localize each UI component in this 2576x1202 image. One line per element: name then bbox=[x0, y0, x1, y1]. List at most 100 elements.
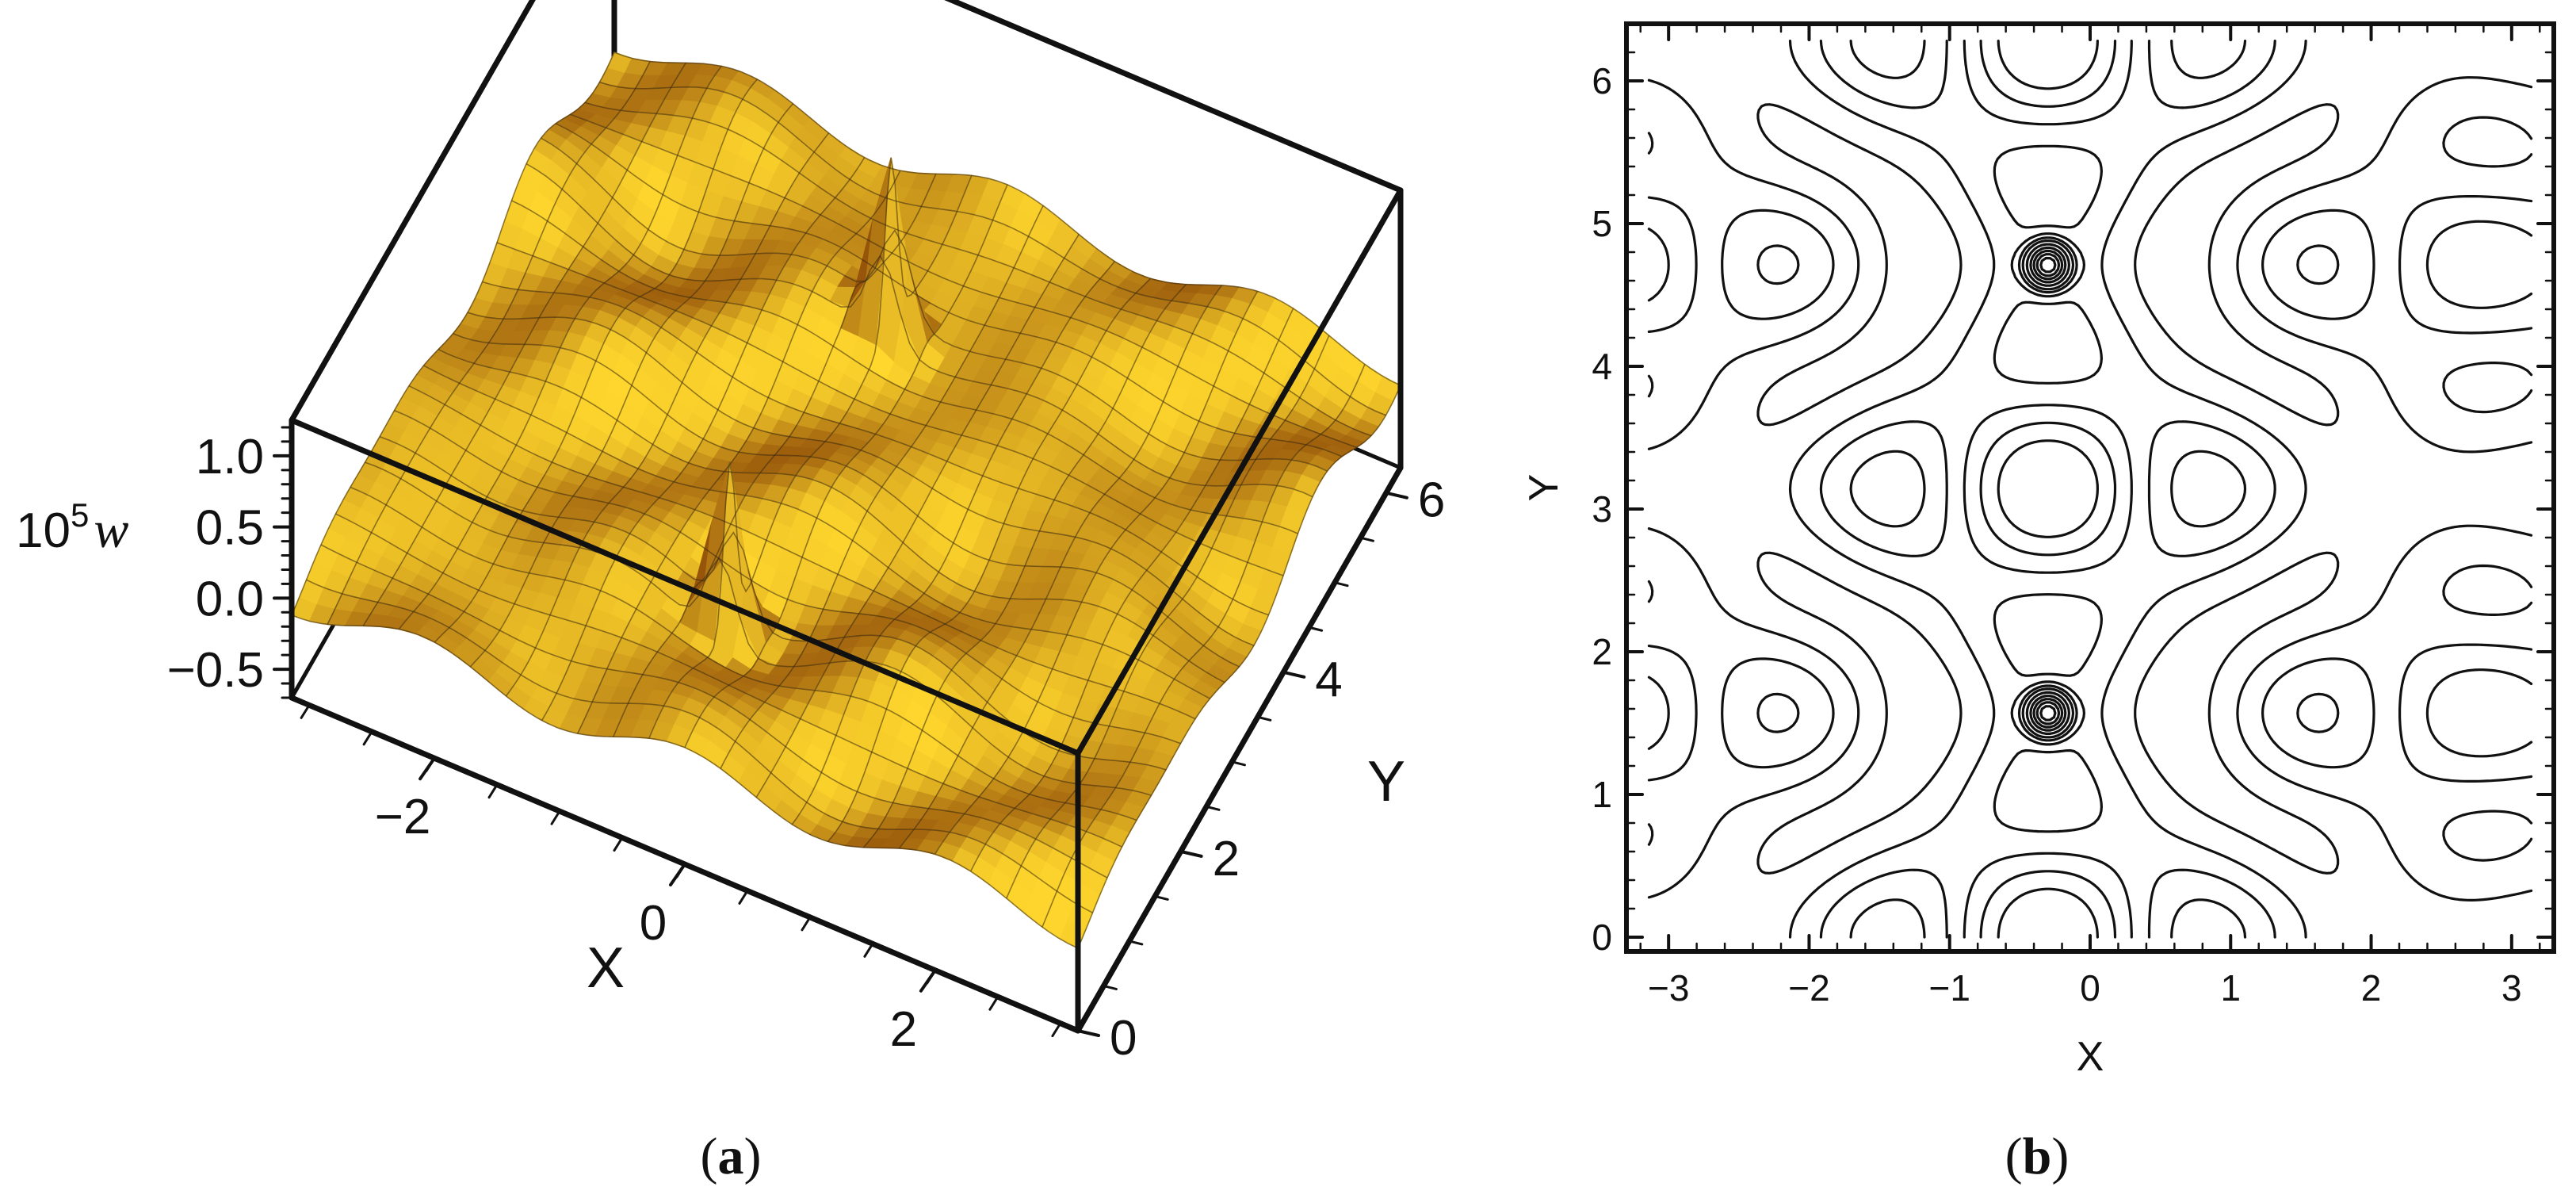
mesh-line-y bbox=[526, 163, 1313, 498]
contour-x-axis-label: X bbox=[2077, 1034, 2104, 1080]
mesh-line-x bbox=[755, 234, 1080, 798]
mesh-line-x bbox=[934, 290, 1259, 855]
contour-level bbox=[1756, 40, 2340, 939]
y-minor-tick bbox=[1102, 984, 1118, 990]
z-tick-label: 0.5 bbox=[196, 501, 264, 556]
contour-level bbox=[1647, 40, 2533, 939]
x-minor-tick bbox=[988, 995, 999, 1011]
x-minor-tick bbox=[738, 889, 749, 905]
mesh-line-y bbox=[570, 113, 1357, 449]
y-major-tick bbox=[1384, 491, 1408, 500]
mesh-line-y bbox=[584, 101, 1372, 437]
contour-x-tick-label: −1 bbox=[1929, 967, 1970, 1009]
box-edge-top-back bbox=[944, 0, 1404, 193]
y-tick-label: 2 bbox=[1213, 832, 1240, 886]
x-minor-tick bbox=[613, 836, 624, 852]
contour-y-tick-label: 5 bbox=[1592, 203, 1612, 244]
z-label-power: 5 bbox=[71, 496, 89, 534]
contour-level bbox=[2032, 249, 2064, 729]
y-minor-tick bbox=[1205, 805, 1221, 811]
contour-level bbox=[1997, 40, 2099, 939]
surface-axis-ticks: −2 0 2 0 2 4 6 1.0 0.5 0.0 −0.5 bbox=[167, 426, 1445, 1066]
contour-level bbox=[2035, 253, 2061, 725]
x-major-tick bbox=[419, 756, 437, 781]
z-tick-label: 0.0 bbox=[196, 572, 264, 626]
surface-x-axis-label: X bbox=[587, 936, 625, 1000]
mesh-line-y bbox=[496, 242, 1284, 576]
contour-y-tick-label: 1 bbox=[1592, 774, 1612, 815]
box-edge-bottom-right bbox=[1075, 465, 1404, 1034]
contour-y-tick-label: 4 bbox=[1592, 346, 1612, 387]
contour-level bbox=[2025, 243, 2070, 735]
contour-y-tick-label: 3 bbox=[1592, 488, 1612, 530]
x-minor-tick bbox=[300, 703, 311, 719]
y-minor-tick bbox=[1128, 940, 1144, 946]
box-edge-top-right bbox=[1075, 187, 1404, 756]
caption-b: (b) bbox=[2005, 1127, 2070, 1185]
z-label-var: w bbox=[94, 501, 128, 559]
x-major-tick bbox=[669, 863, 686, 886]
x-minor-tick bbox=[863, 942, 874, 958]
mesh-line-x bbox=[1077, 385, 1401, 949]
caption-a-letter: a bbox=[718, 1127, 744, 1185]
x-major-tick bbox=[919, 968, 937, 993]
mesh-line-y bbox=[613, 52, 1401, 386]
x-minor-tick bbox=[487, 783, 499, 799]
mesh-line-y bbox=[453, 333, 1240, 668]
mesh-line-x bbox=[827, 278, 1151, 842]
y-minor-tick bbox=[1153, 894, 1169, 901]
box-edge-top-front bbox=[289, 417, 1081, 756]
z-tick-label: 1.0 bbox=[196, 430, 264, 484]
contour-plot-panel: −3 −2 −1 0 1 2 3 0 1 2 3 4 5 6 X Y (b) bbox=[1521, 21, 2556, 1185]
mesh-line-x bbox=[791, 261, 1115, 825]
contour-x-tick-label: 3 bbox=[2501, 967, 2522, 1009]
contour-y-tick-label: 2 bbox=[1592, 631, 1612, 672]
contour-level bbox=[1647, 40, 2533, 939]
mesh-line-x bbox=[720, 205, 1044, 769]
caption-b-letter: b bbox=[2023, 1127, 2052, 1185]
y-tick-label: 0 bbox=[1110, 1011, 1137, 1066]
x-minor-tick bbox=[550, 810, 561, 825]
contour-y-tick-label: 6 bbox=[1592, 60, 1612, 101]
x-tick-label: 0 bbox=[640, 896, 667, 951]
z-label-prefix: 10 bbox=[16, 503, 71, 558]
mesh-line-y bbox=[467, 312, 1255, 646]
z-tick-label: −0.5 bbox=[167, 643, 264, 698]
contour-level bbox=[2039, 256, 2057, 722]
svg-text:105w: 105w bbox=[16, 496, 128, 559]
x-minor-tick bbox=[801, 916, 812, 932]
contour-y-tick-label: 0 bbox=[1592, 917, 1612, 958]
mesh-line-x bbox=[1006, 335, 1330, 899]
contour-level bbox=[2029, 246, 2067, 732]
mesh-line-y bbox=[541, 137, 1328, 472]
contour-lines bbox=[1647, 40, 2533, 939]
contour-axis-ticks: −3 −2 −1 0 1 2 3 0 1 2 3 4 5 6 bbox=[1592, 22, 2555, 1009]
caption-a: (a) bbox=[701, 1127, 762, 1185]
y-minor-tick bbox=[1333, 581, 1349, 588]
contour-x-tick-label: −2 bbox=[1788, 967, 1829, 1009]
surface-z-axis-label: 105w bbox=[16, 496, 128, 559]
mesh-line-y bbox=[482, 281, 1269, 616]
x-tick-label: 2 bbox=[890, 1002, 917, 1057]
contour-y-axis-label: Y bbox=[1521, 474, 1567, 502]
mesh-line-y bbox=[555, 123, 1343, 457]
contour-level bbox=[1647, 40, 2533, 939]
y-tick-label: 4 bbox=[1315, 653, 1342, 707]
plot-box-front bbox=[289, 0, 1404, 1034]
contour-x-tick-label: −3 bbox=[1648, 967, 1689, 1009]
y-major-tick bbox=[1282, 670, 1306, 679]
y-minor-tick bbox=[1308, 626, 1324, 632]
mesh-line-x bbox=[862, 284, 1187, 848]
y-minor-tick bbox=[1359, 536, 1374, 542]
box-edge-top-left bbox=[289, 0, 536, 423]
y-major-tick bbox=[1076, 1029, 1100, 1037]
surface-y-axis-label: Y bbox=[1367, 750, 1405, 813]
x-minor-tick bbox=[1051, 1022, 1062, 1038]
contour-x-tick-label: 2 bbox=[2361, 967, 2382, 1009]
contour-x-tick-label: 1 bbox=[2220, 967, 2241, 1009]
mesh-line-x bbox=[1041, 364, 1366, 928]
contour-frame bbox=[1624, 21, 2556, 954]
mesh-line-x bbox=[969, 308, 1294, 872]
x-minor-tick bbox=[362, 730, 373, 746]
